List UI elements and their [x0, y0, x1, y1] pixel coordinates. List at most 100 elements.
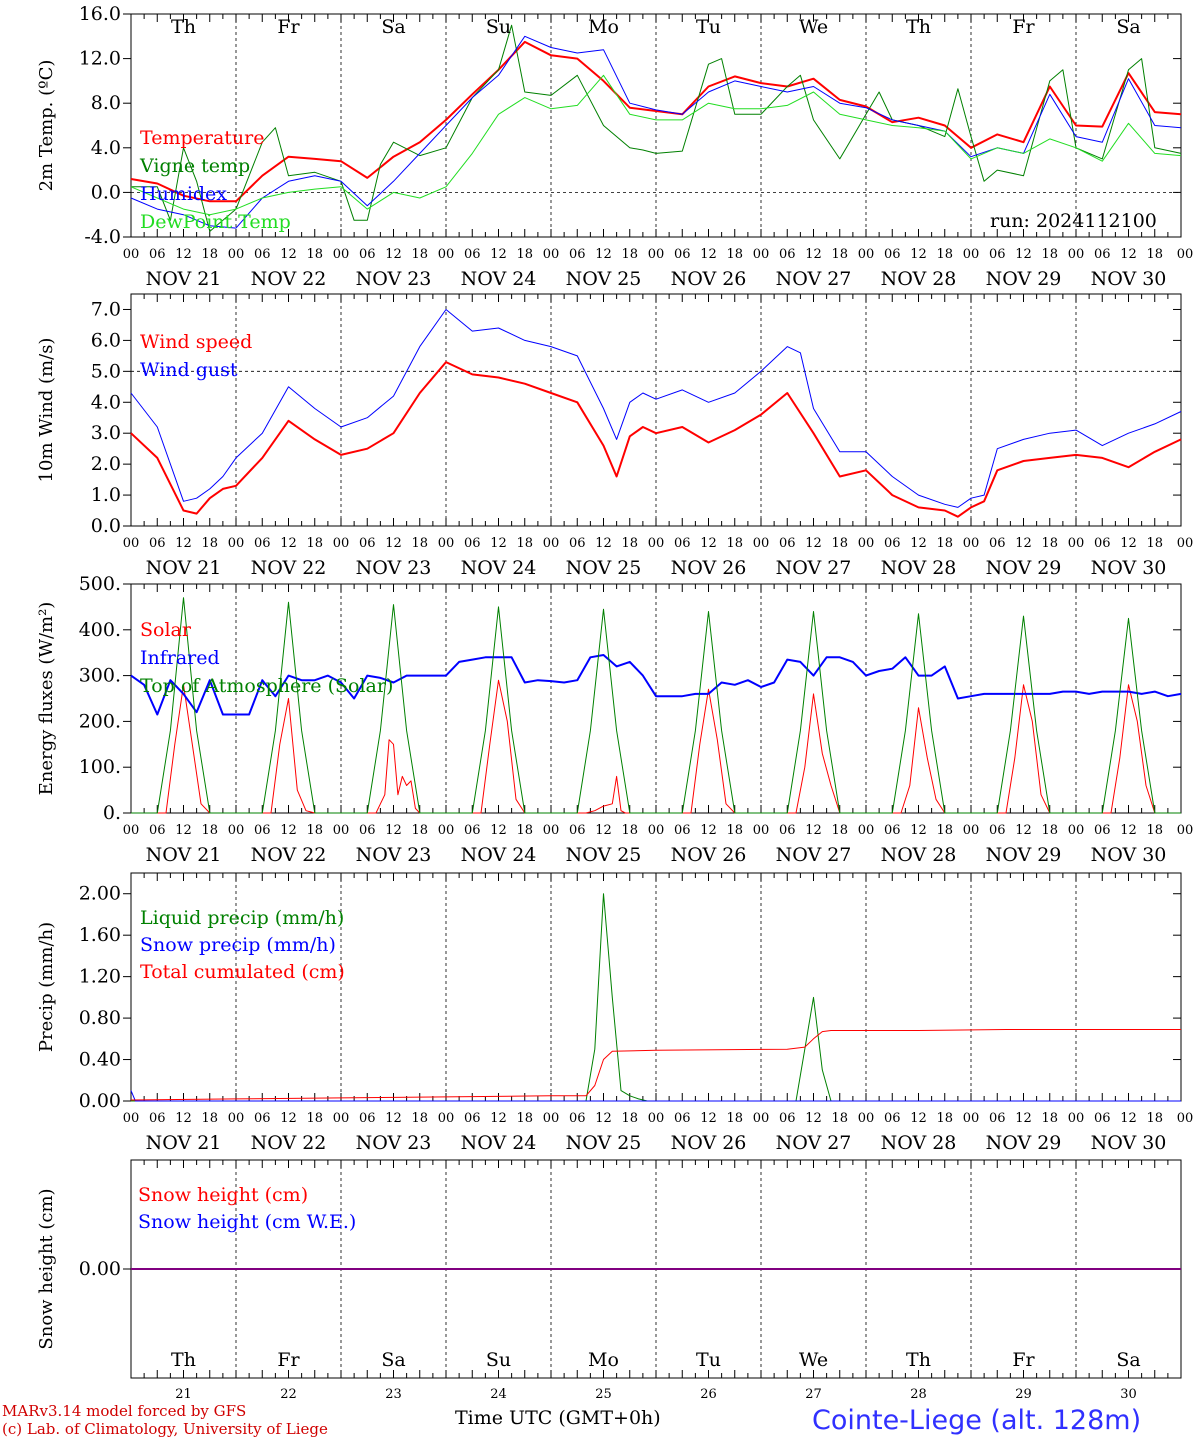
y-tick-label: 0.00	[79, 1090, 121, 1112]
weekday-label: Th	[171, 16, 196, 38]
hour-tick-label: 06	[779, 536, 796, 551]
hour-tick-label: 12	[175, 823, 192, 838]
series-line	[131, 679, 1181, 814]
hour-tick-label: 06	[254, 247, 271, 262]
y-tick-label: 16.0	[79, 3, 121, 25]
hour-tick-label: 00	[1177, 823, 1194, 838]
hour-tick-label: 00	[438, 247, 455, 262]
hour-tick-label: 00	[438, 536, 455, 551]
day-number-label: 25	[595, 1387, 612, 1402]
weekday-label: Su	[486, 16, 511, 38]
weekday-label: Th	[906, 16, 931, 38]
date-label: NOV 30	[1091, 1132, 1167, 1154]
weekday-label: We	[799, 1349, 828, 1371]
series-line	[130, 361, 1182, 518]
y-axis-label: 10m Wind (m/s)	[36, 338, 57, 483]
hour-tick-label: 12	[385, 247, 402, 262]
hour-tick-label: 12	[1120, 536, 1137, 551]
panel-1: -4.0 0.0 4.0 8.0 12.0 16.0 2m Temp. (ºC) Temper…	[36, 3, 1193, 290]
hour-tick-label: 00	[1068, 823, 1085, 838]
hour-tick-label: 06	[1094, 536, 1111, 551]
date-label: NOV 22	[251, 844, 327, 866]
y-axis-label: Snow height (cm)	[36, 1188, 57, 1349]
hour-tick-label: 00	[753, 823, 770, 838]
date-label: NOV 29	[986, 557, 1062, 579]
y-tick-label: 2.0	[91, 453, 121, 475]
hour-tick-label: 12	[595, 536, 612, 551]
series-line	[130, 40, 1182, 203]
date-label: NOV 23	[356, 268, 432, 290]
hour-tick-label: 00	[648, 247, 665, 262]
hour-tick-label: 06	[674, 1111, 691, 1126]
y-tick-label: 0.40	[79, 1049, 121, 1071]
y-tick-label: 200.	[79, 710, 121, 732]
date-label: NOV 25	[566, 268, 642, 290]
run-label: run: 2024112100	[990, 210, 1157, 232]
date-label: NOV 22	[251, 268, 327, 290]
hour-tick-label: 00	[333, 247, 350, 262]
hour-tick-label: 12	[1120, 1111, 1137, 1126]
date-label: NOV 25	[566, 844, 642, 866]
plot-frame	[130, 13, 1182, 238]
y-axis-label: Precip (mm/h)	[36, 922, 57, 1052]
y-tick-label: 0.00	[79, 1258, 121, 1280]
hour-tick-label: 18	[831, 823, 848, 838]
hour-tick-label: 00	[1068, 1111, 1085, 1126]
y-tick-label: 0.	[103, 802, 121, 824]
weekday-label: We	[799, 16, 828, 38]
date-label: NOV 29	[986, 1132, 1062, 1154]
hour-tick-label: 18	[411, 1111, 428, 1126]
hour-tick-label: 18	[201, 536, 218, 551]
hour-tick-label: 12	[595, 1111, 612, 1126]
weekday-label: Th	[171, 1349, 196, 1371]
y-tick-label: 4.0	[91, 391, 121, 413]
y-tick-label: 3.0	[91, 422, 121, 444]
hour-tick-label: 18	[726, 247, 743, 262]
hour-tick-label: 12	[1015, 247, 1032, 262]
hour-tick-label: 12	[175, 536, 192, 551]
hour-tick-label: 06	[1094, 823, 1111, 838]
weekday-label: Tu	[696, 1349, 721, 1371]
date-label: NOV 25	[566, 557, 642, 579]
date-label: NOV 23	[356, 1132, 432, 1154]
panel-2: 0.0 1.0 2.0 3.0 4.0 5.0 6.0 7.0 10m Wind (m/s) Wi…	[36, 293, 1193, 579]
series-line	[131, 597, 1181, 814]
weekday-label: Mo	[588, 16, 619, 38]
hour-tick-label: 18	[936, 247, 953, 262]
hour-tick-label: 18	[621, 536, 638, 551]
hour-tick-label: 00	[543, 247, 560, 262]
hour-tick-label: 18	[516, 536, 533, 551]
hour-tick-label: 06	[359, 247, 376, 262]
hour-tick-label: 12	[175, 247, 192, 262]
hour-tick-label: 12	[805, 536, 822, 551]
weekday-label: Fr	[277, 1349, 300, 1371]
hour-tick-label: 18	[516, 247, 533, 262]
series-line	[130, 654, 1182, 716]
series-line	[130, 1029, 1181, 1101]
hour-tick-label: 06	[674, 536, 691, 551]
hour-tick-label: 12	[700, 247, 717, 262]
legend-entry: Wind gust	[140, 359, 238, 381]
series-line	[130, 35, 1182, 229]
hour-tick-label: 00	[123, 536, 140, 551]
date-label: NOV 30	[1091, 844, 1167, 866]
y-tick-label: 7.0	[91, 298, 121, 320]
hour-tick-label: 06	[464, 536, 481, 551]
chart-panels: -4.0 0.0 4.0 8.0 12.0 16.0 2m Temp. (ºC) Temper…	[36, 3, 1193, 1402]
date-label: NOV 28	[881, 268, 957, 290]
hour-tick-label: 12	[490, 536, 507, 551]
hour-tick-label: 18	[831, 247, 848, 262]
hour-tick-label: 12	[910, 823, 927, 838]
day-number-label: 27	[805, 1387, 822, 1402]
hour-tick-label: 00	[228, 1111, 245, 1126]
hour-tick-label: 00	[543, 1111, 560, 1126]
y-tick-label: 4.0	[91, 137, 121, 159]
panel-3: 0. 100. 200. 300. 400. 500. Energy fluxes (W/m…	[36, 573, 1193, 866]
date-label: NOV 30	[1091, 557, 1167, 579]
weekday-label: Fr	[1012, 1349, 1035, 1371]
hour-tick-label: 12	[385, 823, 402, 838]
weekday-label: Mo	[588, 1349, 619, 1371]
station-label: Cointe-Liege (alt. 128m)	[812, 1405, 1141, 1436]
panel-4: 0.00 0.40 0.80 1.20 1.60 2.00 Precip (mm/h) Liq…	[36, 872, 1193, 1154]
